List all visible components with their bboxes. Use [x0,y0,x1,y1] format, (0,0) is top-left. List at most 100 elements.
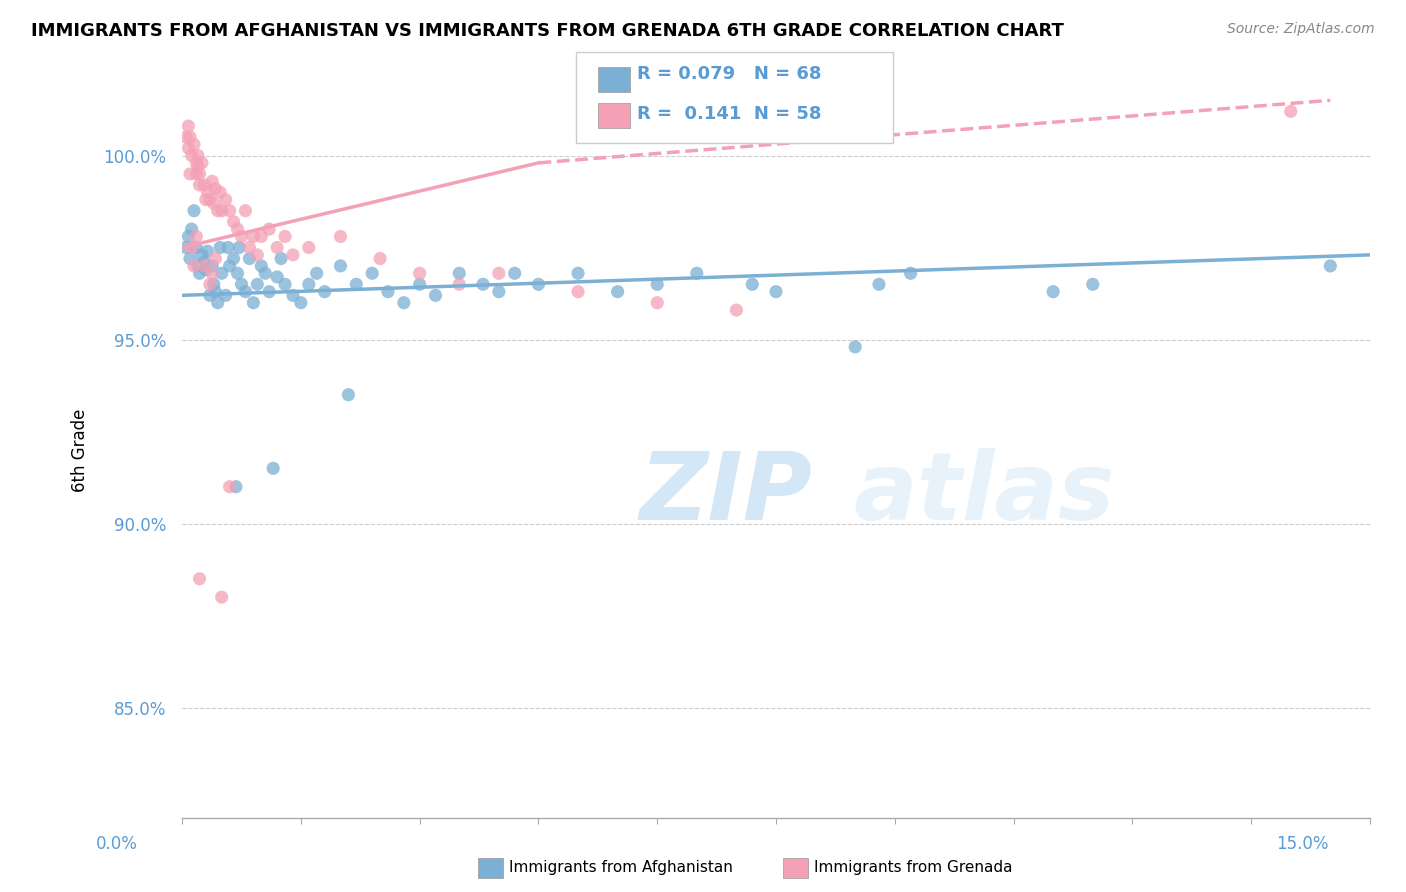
Point [472,277,495,292]
Point [844,340,866,354]
Point [198,193,221,207]
Point [218,203,240,218]
Point [201,174,224,188]
Point [645,277,668,292]
Point [281,288,304,302]
Point [238,240,260,254]
Point [193,259,215,273]
Text: ZIP: ZIP [640,448,813,540]
Point [527,277,550,292]
Point [180,240,202,254]
Point [266,240,288,254]
Point [231,229,253,244]
Point [298,277,321,292]
Point [174,130,197,145]
Point [183,137,205,152]
Point [257,222,280,236]
Point [281,248,304,262]
Text: 0.0%: 0.0% [96,835,138,853]
Point [186,229,208,244]
Point [225,480,247,494]
Point [204,252,226,266]
Point [765,285,787,299]
Point [179,130,201,145]
Point [329,229,352,244]
Point [211,266,233,280]
Point [217,240,239,254]
Point [209,186,232,200]
Point [201,259,224,273]
Point [186,167,208,181]
Point [188,167,211,181]
Point [226,222,249,236]
Point [246,277,269,292]
Point [198,288,221,302]
Point [177,229,200,244]
Point [197,186,219,200]
Point [1319,259,1341,273]
Point [257,285,280,299]
Y-axis label: 6th Grade: 6th Grade [72,409,89,491]
Point [567,285,589,299]
Point [186,240,208,254]
Point [187,259,209,273]
Text: Immigrants from Afghanistan: Immigrants from Afghanistan [509,861,733,875]
Point [686,266,709,280]
Point [218,259,240,273]
Point [183,259,205,273]
Point [266,269,288,284]
Point [211,203,233,218]
Point [235,285,257,299]
Point [187,148,209,162]
Point [179,252,201,266]
Point [194,262,217,277]
Point [207,295,229,310]
Point [408,266,430,280]
Point [1042,285,1064,299]
Point [174,240,197,254]
Point [606,285,628,299]
Point [193,255,215,269]
Point [197,244,219,259]
Point [188,572,211,586]
Point [198,277,221,292]
Point [228,240,250,254]
Point [488,266,510,280]
Text: R =  0.141  N = 58: R = 0.141 N = 58 [637,104,821,122]
Point [187,160,209,174]
Text: Source: ZipAtlas.com: Source: ZipAtlas.com [1227,22,1375,37]
Point [900,266,922,280]
Text: Immigrants from Grenada: Immigrants from Grenada [814,861,1012,875]
Point [214,193,236,207]
Point [868,277,890,292]
Point [235,203,257,218]
Point [392,295,415,310]
Point [211,590,233,604]
Point [218,480,240,494]
Point [449,277,471,292]
Point [201,266,224,280]
Point [207,203,229,218]
Point [567,266,589,280]
Point [425,288,447,302]
Point [408,277,430,292]
Point [344,277,367,292]
Point [177,141,200,155]
Point [238,252,260,266]
Point [290,295,312,310]
Point [314,285,336,299]
Point [222,215,245,229]
Point [204,181,226,195]
Point [180,222,202,236]
Point [194,193,217,207]
Point [449,266,471,280]
Text: 15.0%: 15.0% [1277,835,1329,853]
Point [222,252,245,266]
Point [262,461,284,475]
Point [177,119,200,133]
Point [305,266,328,280]
Point [274,229,297,244]
Point [226,266,249,280]
Point [377,285,399,299]
Point [361,266,384,280]
